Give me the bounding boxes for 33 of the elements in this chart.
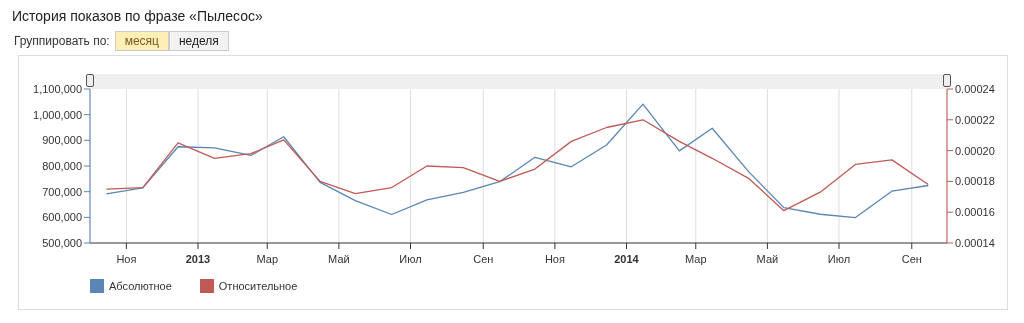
x-tick-label: Май bbox=[328, 253, 350, 265]
y2-tick-label: 0.00024 bbox=[955, 82, 995, 95]
y2-tick-label: 0.00014 bbox=[955, 236, 995, 249]
line-series bbox=[105, 119, 929, 212]
text: неделя bbox=[168, 31, 229, 51]
x-tick-label: 2013 bbox=[185, 253, 211, 265]
x-tick-label: Июл bbox=[399, 253, 422, 265]
y-tick-label: 700,000 bbox=[42, 185, 82, 198]
y-tick-label: 1,000,000 bbox=[33, 108, 82, 121]
y-tick-label: 900,000 bbox=[42, 134, 82, 147]
y2-tick-label: 0.00022 bbox=[955, 113, 995, 126]
x-tick-label: Сен bbox=[473, 253, 494, 265]
legend-label: Относительное bbox=[218, 280, 298, 292]
x-tick-label: Мар bbox=[256, 253, 279, 265]
y-tick-label: 800,000 bbox=[42, 159, 82, 172]
y2-tick-label: 0.00016 bbox=[955, 206, 995, 219]
x-tick-label: Мар bbox=[685, 253, 707, 265]
text: Группировать по: bbox=[14, 34, 110, 48]
x-tick-label: Июл bbox=[827, 253, 851, 265]
chart-title: История показов по фразе «Пылесос» bbox=[12, 8, 263, 24]
legend-label: Абсолютное bbox=[109, 280, 172, 292]
text: месяц bbox=[114, 31, 169, 51]
y-tick-label: 500,000 bbox=[42, 236, 82, 249]
x-tick-label: Ноя bbox=[116, 253, 137, 265]
x-tick-label: 2014 bbox=[614, 253, 640, 265]
line-series bbox=[105, 103, 929, 219]
x-tick-label: Май bbox=[756, 253, 779, 265]
y2-tick-label: 0.00018 bbox=[955, 175, 995, 188]
y2-tick-label: 0.00020 bbox=[955, 144, 995, 157]
y-tick-label: 1,100,000 bbox=[33, 82, 82, 95]
x-tick-label: Сен bbox=[901, 253, 922, 265]
x-tick-label: Ноя bbox=[544, 253, 565, 265]
y-tick-label: 600,000 bbox=[42, 211, 82, 224]
